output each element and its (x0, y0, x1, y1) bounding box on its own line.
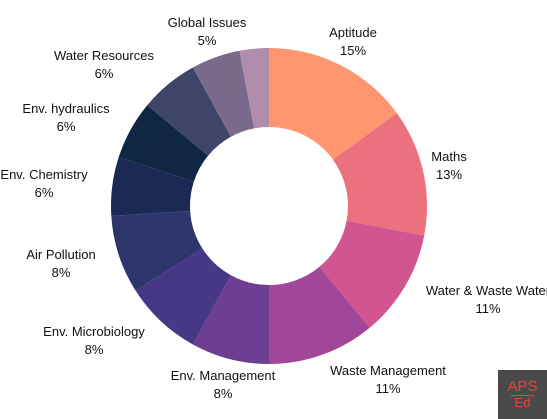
slice-value-env-hydraulics: 6% (57, 119, 76, 134)
slice-label-env-chemistry: Env. Chemistry (0, 167, 88, 182)
slice-env-management (192, 275, 269, 364)
slice-env-hydraulics (118, 105, 209, 182)
slice-value-global-issues: 5% (198, 33, 217, 48)
slice-air-pollution (111, 210, 203, 291)
slice-water-resources (147, 67, 231, 156)
slice-unlabeled (239, 48, 269, 129)
slice-waste-management (269, 266, 370, 364)
slice-value-water-waste-water: 11% (475, 301, 500, 316)
slice-label-aptitude: Aptitude (329, 25, 377, 40)
slice-value-maths: 13% (436, 167, 462, 182)
logo-line-2: Ed (510, 395, 535, 410)
slice-global-issues (192, 50, 255, 137)
slice-aptitude (269, 48, 397, 160)
slice-value-water-resources: 6% (95, 66, 114, 81)
slice-env-chemistry (111, 157, 194, 216)
slice-label-maths: Maths (431, 149, 467, 164)
slice-label-global-issues: Global Issues (168, 15, 247, 30)
slice-label-waste-management: Waste Management (330, 363, 446, 378)
slice-maths (332, 113, 427, 236)
slice-value-env-microbiology: 8% (85, 342, 104, 357)
aps-ed-logo: APS Ed (498, 370, 547, 419)
slice-value-aptitude: 15% (340, 43, 366, 58)
slice-label-air-pollution: Air Pollution (26, 247, 95, 262)
slice-value-air-pollution: 8% (52, 265, 71, 280)
slice-label-env-management: Env. Management (171, 368, 276, 383)
slice-value-env-management: 8% (214, 386, 233, 401)
slice-label-env-microbiology: Env. Microbiology (43, 324, 145, 339)
slice-value-waste-management: 11% (375, 381, 400, 396)
slice-value-env-chemistry: 6% (35, 185, 54, 200)
slice-water-waste-water (319, 220, 425, 328)
slice-label-env-hydraulics: Env. hydraulics (22, 101, 110, 116)
slice-label-water-resources: Water Resources (54, 48, 154, 63)
slice-env-microbiology (135, 248, 231, 345)
logo-line-1: APS (507, 378, 538, 395)
slice-label-water-waste-water: Water & Waste Water (426, 283, 547, 298)
